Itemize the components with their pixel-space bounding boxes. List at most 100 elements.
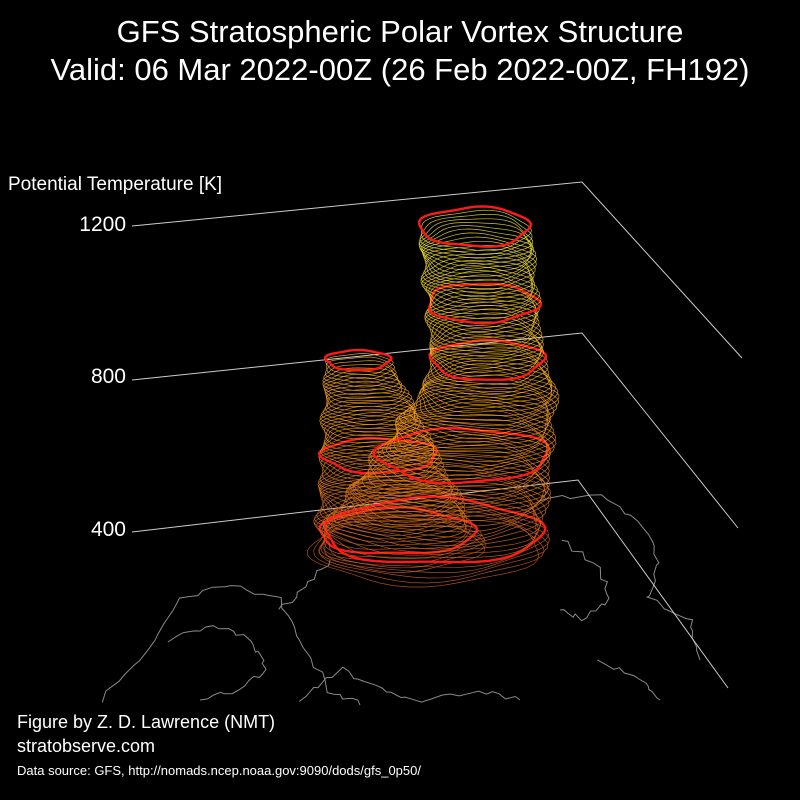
isentrope-contour (420, 257, 534, 298)
isentrope-contour (403, 390, 551, 440)
isentrope-contour (424, 294, 536, 336)
isentrope-contour (325, 356, 395, 380)
isentrope-contour (421, 209, 532, 252)
isentrope-contour (381, 421, 552, 477)
isentrope-contour (421, 232, 535, 274)
isentrope-contour (323, 396, 416, 425)
isentrope-contour (398, 393, 549, 443)
isentrope-contour (386, 418, 555, 472)
z-level-gridline (131, 181, 743, 359)
isentrope-contour (415, 383, 558, 431)
isentrope-contour (421, 263, 533, 304)
coastline-segment (597, 659, 661, 701)
isentrope-contour (424, 298, 538, 339)
data-source-note: Data source: GFS, http://nomads.ncep.noa… (17, 763, 421, 778)
isentrope-contour (422, 360, 553, 406)
figure-credit: Figure by Z. D. Lawrence (NMT) (17, 712, 276, 732)
isentrope-contour (319, 510, 549, 579)
isentrope-contour (429, 343, 548, 385)
highlighted-isentrope-contour (417, 205, 533, 248)
isentrope-contour (422, 363, 553, 409)
z-tick-label: 400 (90, 517, 126, 541)
isentrope-contour (419, 213, 533, 255)
isentrope-contour (323, 492, 542, 559)
isentrope-contour (395, 401, 553, 453)
isentrope-contour (318, 459, 451, 498)
website-credit: stratobserve.com (17, 736, 156, 756)
isentrope-contour (395, 395, 549, 446)
chart-title: GFS Stratospheric Polar Vortex Structure (116, 14, 684, 49)
coastline-segment (167, 625, 267, 701)
highlighted-isentrope-contour (428, 338, 548, 381)
coastline-segment (540, 494, 701, 661)
isentrope-contour (428, 274, 541, 315)
isentrope-contour (418, 222, 534, 263)
isentrope-contour (323, 373, 403, 400)
isentrope-contour (352, 455, 546, 516)
isentrope-contour (351, 458, 546, 520)
isentrope-contour (424, 354, 551, 398)
coastline-segment (278, 559, 331, 610)
isentrope-contour (307, 517, 539, 588)
secondary-vortex-lobe (313, 348, 486, 573)
isentrope-contour (322, 370, 402, 396)
isentrope-contour (393, 409, 557, 463)
isentrope-contour (424, 249, 536, 291)
isentrope-contour (422, 366, 556, 413)
isentrope-contour (368, 437, 550, 496)
isentrope-contour (323, 487, 539, 553)
isentrope-contour (429, 308, 541, 350)
isentrope-contour (327, 485, 542, 550)
isentrope-contour (427, 350, 550, 394)
isentrope-contour (345, 474, 550, 538)
isentrope-contour (430, 331, 542, 374)
chart-subtitle: Valid: 06 Mar 2022-00Z (26 Feb 2022-00Z,… (50, 52, 750, 87)
isentrope-contour (357, 449, 550, 508)
z-level-gridline (131, 479, 729, 689)
isentrope-contour (325, 353, 394, 375)
isentrope-contour (394, 398, 550, 449)
coastline-segment (101, 585, 361, 706)
isentrope-contour (319, 402, 416, 433)
isentrope-contour (396, 405, 555, 458)
isentrope-contour (419, 225, 533, 267)
isentrope-contour (321, 412, 425, 444)
isentrope-contour (332, 482, 544, 547)
isentrope-contour (347, 465, 552, 527)
isentrope-contour (422, 253, 535, 294)
coastline-map (101, 494, 701, 706)
highlighted-isentrope-contour (372, 426, 550, 485)
isentrope-contour (322, 367, 400, 392)
isentrope-contour (323, 364, 399, 388)
isentrope-contour (420, 260, 534, 301)
isentrope-contour (349, 461, 549, 524)
isentrope-contour (321, 430, 435, 466)
isentrope-contour (429, 335, 544, 377)
isentrope-contour (424, 301, 539, 342)
z-level-gridline (131, 332, 739, 529)
isentrope-contour (409, 387, 555, 436)
isentrope-contour (422, 357, 552, 402)
isentrope-contour (323, 377, 406, 403)
isentrope-contour (418, 218, 534, 259)
isentrope-contour (326, 388, 415, 416)
coastline-segment (559, 539, 610, 622)
z-axis-label: Potential Temperature [K] (8, 174, 223, 195)
isentrope-contour (322, 489, 538, 556)
isentrope-contour (389, 414, 557, 467)
isentrope-contour (318, 523, 486, 573)
isentrope-contour (313, 500, 468, 547)
highlighted-isentrope-contour (323, 348, 393, 372)
z-tick-label: 1200 (79, 212, 126, 236)
isentrope-contour (426, 291, 538, 332)
isentrope-contour (420, 374, 560, 421)
isentrope-contour (321, 399, 416, 429)
isentrope-contour (324, 380, 410, 407)
isentrope-contour (319, 487, 465, 532)
isentrope-contour (367, 441, 550, 500)
isentrope-contour (422, 236, 537, 277)
coastline-segment (298, 666, 521, 703)
isentrope-contour (313, 514, 545, 584)
